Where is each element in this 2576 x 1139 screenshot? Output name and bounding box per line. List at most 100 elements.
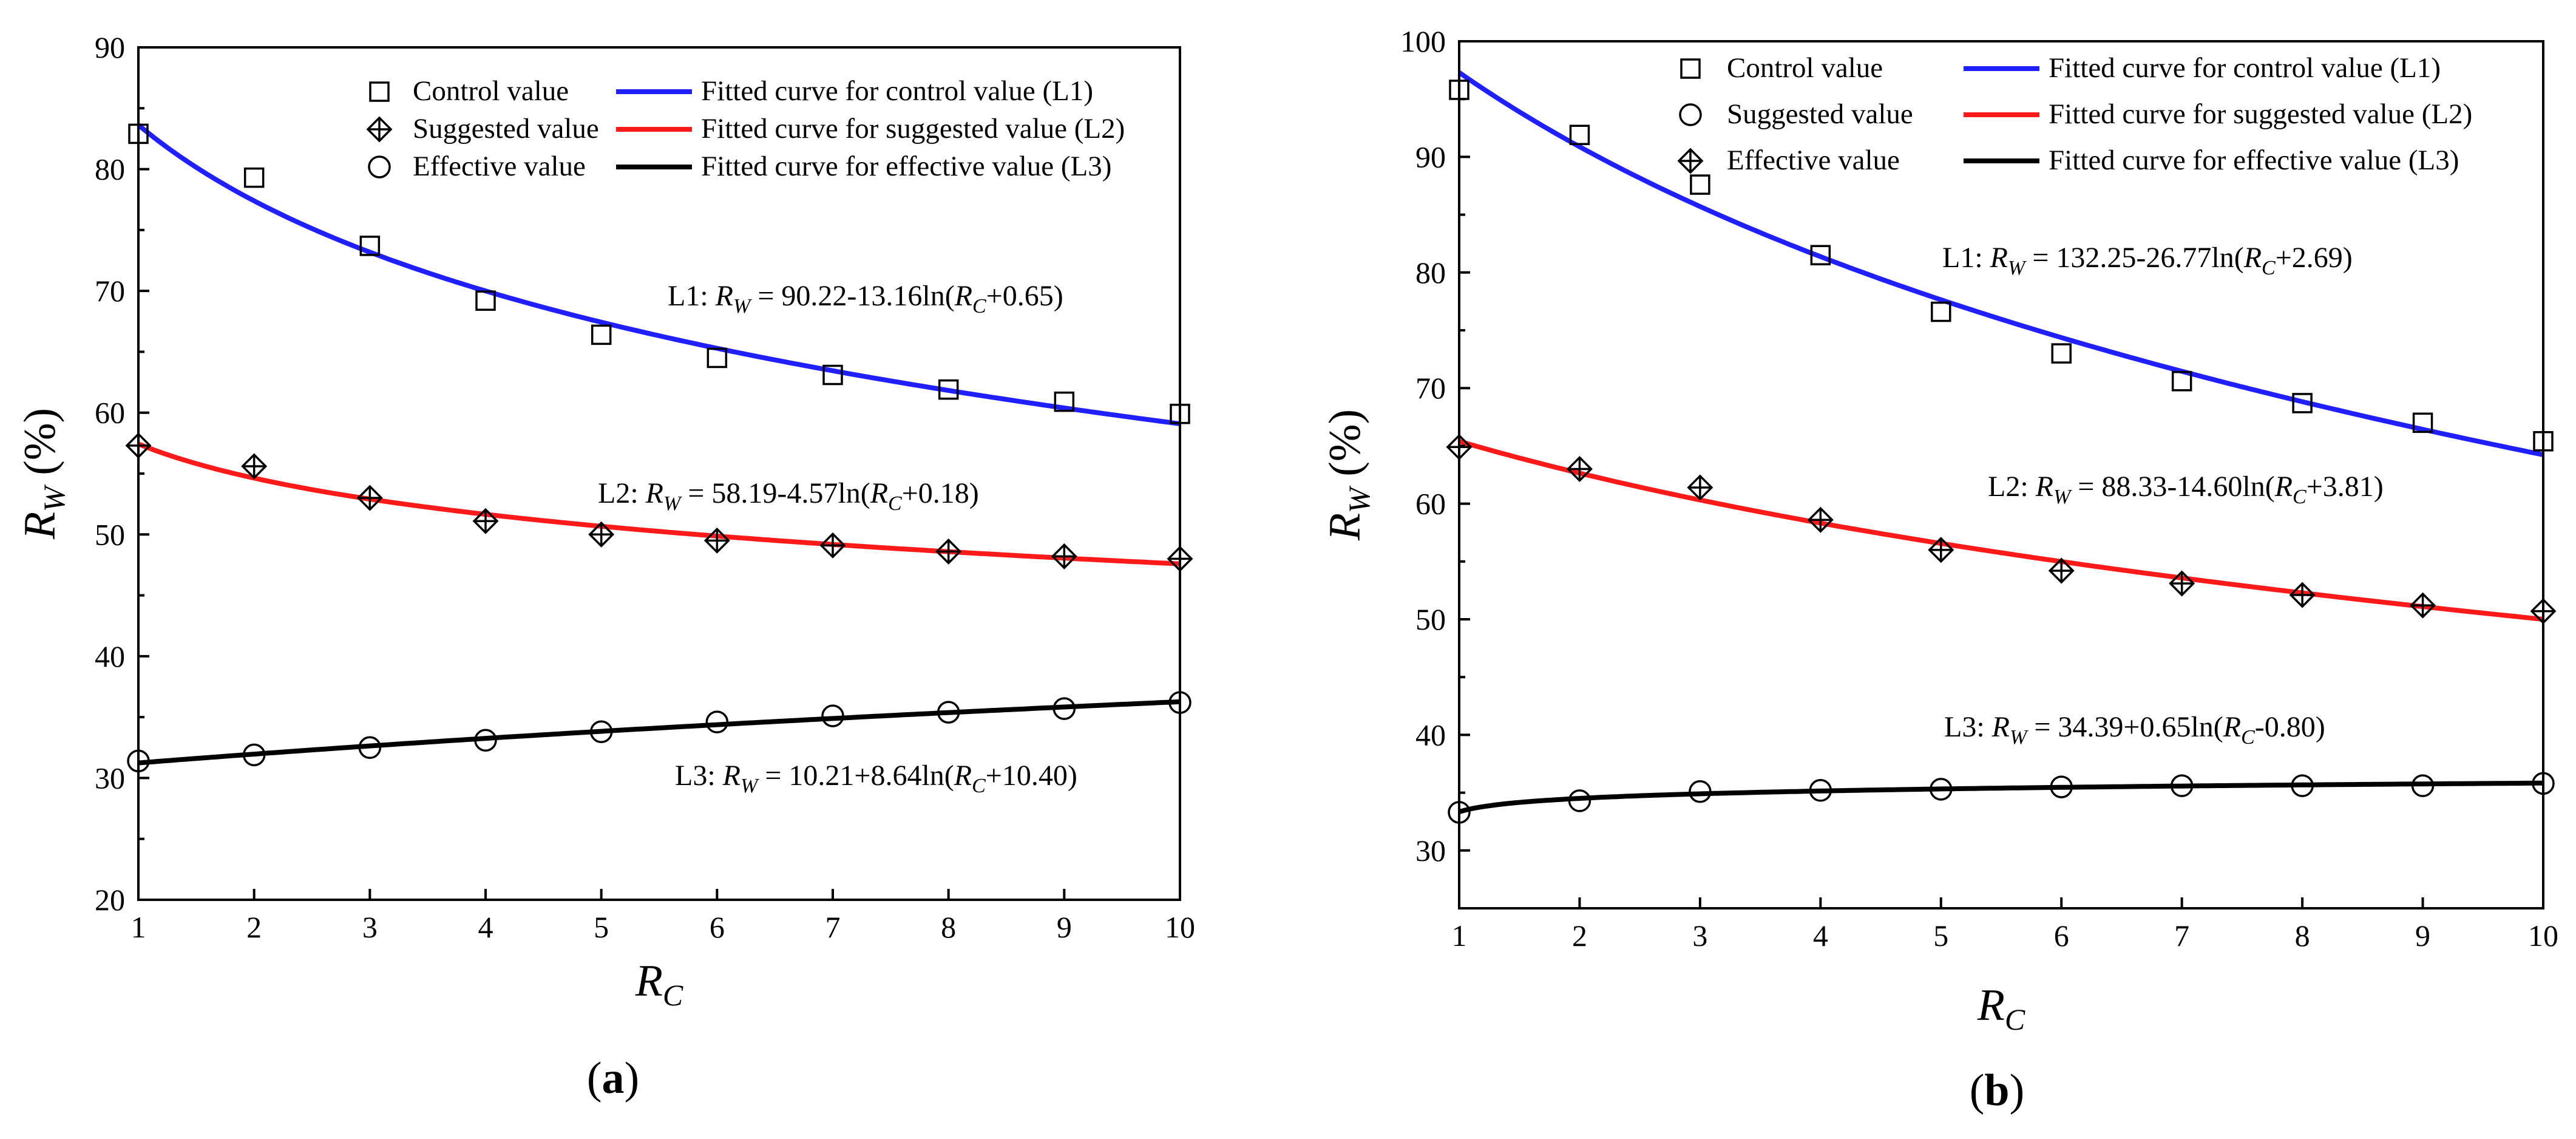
legend: Control value Suggested value Effective va… bbox=[366, 75, 1125, 182]
data-point-square bbox=[822, 364, 843, 386]
y-tick-label: 60 bbox=[1415, 487, 1446, 521]
data-point-circle bbox=[2411, 774, 2435, 797]
x-tick-label: 7 bbox=[825, 910, 841, 944]
data-point-square bbox=[1569, 124, 1590, 145]
y-axis-label-main: R bbox=[15, 512, 65, 540]
y-tick-label: 80 bbox=[95, 152, 125, 186]
eq-prefix: L1: bbox=[668, 280, 716, 312]
eq-middle: = 90.22-13.16ln( bbox=[750, 280, 954, 312]
fitted-curves bbox=[137, 123, 1181, 766]
data-point-circle bbox=[937, 701, 960, 724]
x-axis-label: RC bbox=[1977, 981, 2025, 1036]
x-tick-label: 7 bbox=[2174, 919, 2189, 953]
data-point-square bbox=[2171, 371, 2192, 392]
data-point-circle bbox=[242, 743, 266, 767]
x-tick-label: 5 bbox=[1933, 919, 1948, 953]
fit-curve-l2 bbox=[1458, 438, 2544, 622]
legend-label: Suggested value bbox=[1727, 98, 1913, 130]
legend-label: Fitted curve for effective value (L3) bbox=[2049, 144, 2459, 176]
legend-label: Suggested value bbox=[413, 113, 599, 144]
y-axis-label-main: R bbox=[1320, 513, 1370, 541]
data-point-square bbox=[1054, 391, 1075, 412]
x-tick-label: 1 bbox=[1452, 919, 1467, 953]
fit-curve-l1 bbox=[137, 123, 1181, 426]
x-tick-label: 5 bbox=[594, 910, 609, 944]
data-point-square bbox=[2412, 412, 2433, 433]
y-axis-label-sub: W bbox=[37, 484, 71, 512]
x-axis-label: RC bbox=[635, 956, 683, 1012]
series-2-markers bbox=[1446, 433, 2557, 625]
legend-label: Fitted curve for suggested value (L2) bbox=[2049, 98, 2472, 130]
legend-marker-circle bbox=[1679, 103, 1702, 126]
eq-middle: = 88.33-14.60ln( bbox=[2070, 471, 2274, 503]
data-point-square bbox=[2051, 343, 2072, 364]
y-tick-label: 50 bbox=[1415, 602, 1446, 636]
fit-curve-l2 bbox=[137, 441, 1181, 566]
eq-suffix: +10.40) bbox=[986, 760, 1077, 792]
y-tick-label: 70 bbox=[95, 274, 125, 308]
data-point-circle bbox=[2050, 775, 2073, 798]
eq-rw: R bbox=[722, 760, 741, 792]
eq-rc: R bbox=[2223, 711, 2241, 743]
eq-suffix: +0.65) bbox=[986, 280, 1063, 312]
eq-rw: R bbox=[1990, 242, 2008, 274]
y-tick-label: 40 bbox=[95, 639, 125, 673]
panel-label: (b) bbox=[1970, 1066, 2024, 1115]
y-tick-label: 40 bbox=[1415, 718, 1446, 752]
x-tick-label: 1 bbox=[131, 910, 146, 944]
eq-rw: R bbox=[715, 280, 733, 312]
fit-curve-l1 bbox=[1457, 70, 2544, 457]
eq-rc-sub: C bbox=[2262, 257, 2276, 279]
eq-suffix: -0.80) bbox=[2255, 711, 2325, 743]
x-tick-label: 2 bbox=[1572, 919, 1587, 953]
y-tick-label: 30 bbox=[95, 761, 125, 795]
eq-rc-sub: C bbox=[888, 492, 902, 515]
eq-rc-sub: C bbox=[972, 775, 986, 797]
equation-l1: L1: RW = 90.22-13.16ln(RC+0.65) bbox=[668, 280, 1063, 318]
x-axis-ticks: 1 2 3 4 5 6 7 8 9 10 bbox=[131, 889, 1195, 944]
data-point-square bbox=[475, 290, 496, 311]
x-axis-label-main: R bbox=[1977, 981, 2005, 1030]
x-tick-label: 6 bbox=[2054, 919, 2069, 953]
legend-label: Fitted curve for effective value (L3) bbox=[701, 151, 1111, 182]
y-tick-label: 100 bbox=[1400, 24, 1446, 58]
legend-label: Control value bbox=[1727, 52, 1883, 84]
panel-paren-open: ( bbox=[1970, 1066, 1985, 1115]
equation-l2: L2: RW = 58.19-4.57ln(RC+0.18) bbox=[598, 477, 979, 515]
eq-rw: R bbox=[2035, 471, 2053, 503]
eq-prefix: L3: bbox=[1944, 711, 1992, 743]
eq-rc-sub: C bbox=[2293, 486, 2307, 508]
x-tick-label: 9 bbox=[1057, 910, 1072, 944]
equation-l3: L3: RW = 10.21+8.64ln(RC+10.40) bbox=[675, 760, 1077, 797]
y-axis-ticks: 20 30 40 50 60 70 80 90 bbox=[95, 30, 149, 917]
eq-rw-sub: W bbox=[2053, 486, 2072, 508]
legend-marker-square bbox=[1680, 58, 1701, 79]
y-tick-label: 60 bbox=[95, 396, 125, 430]
legend-label: Effective value bbox=[413, 151, 586, 182]
x-tick-label: 4 bbox=[1813, 919, 1828, 953]
eq-rw: R bbox=[1991, 711, 2010, 743]
data-point-square bbox=[591, 324, 612, 345]
data-point-circle bbox=[1689, 780, 1712, 803]
legend-label: Fitted curve for control value (L1) bbox=[2049, 52, 2441, 84]
data-point-circle bbox=[705, 710, 729, 733]
data-point-square bbox=[359, 236, 381, 256]
y-axis-label-unit: (%) bbox=[1320, 409, 1370, 488]
legend-label: Fitted curve for control value (L1) bbox=[701, 75, 1093, 107]
panel-paren-open: ( bbox=[587, 1053, 602, 1103]
data-point-circle bbox=[1568, 789, 1591, 812]
eq-suffix: +2.69) bbox=[2276, 242, 2353, 274]
legend-marker-square bbox=[369, 81, 390, 102]
data-point-circle bbox=[821, 704, 844, 727]
eq-middle: = 132.25-26.77ln( bbox=[2025, 242, 2243, 274]
eq-rc: R bbox=[954, 760, 972, 792]
data-point-circle bbox=[2170, 774, 2194, 797]
data-point-square bbox=[1931, 301, 1951, 322]
x-axis-ticks: 1 2 3 4 5 6 7 8 9 10 bbox=[1452, 897, 2558, 953]
y-axis-label: RW (%) bbox=[15, 408, 71, 540]
equation-l3: L3: RW = 34.39+0.65ln(RC-0.80) bbox=[1944, 711, 2325, 749]
fit-curve-l3 bbox=[138, 699, 1181, 766]
data-point-square bbox=[1690, 174, 1710, 195]
